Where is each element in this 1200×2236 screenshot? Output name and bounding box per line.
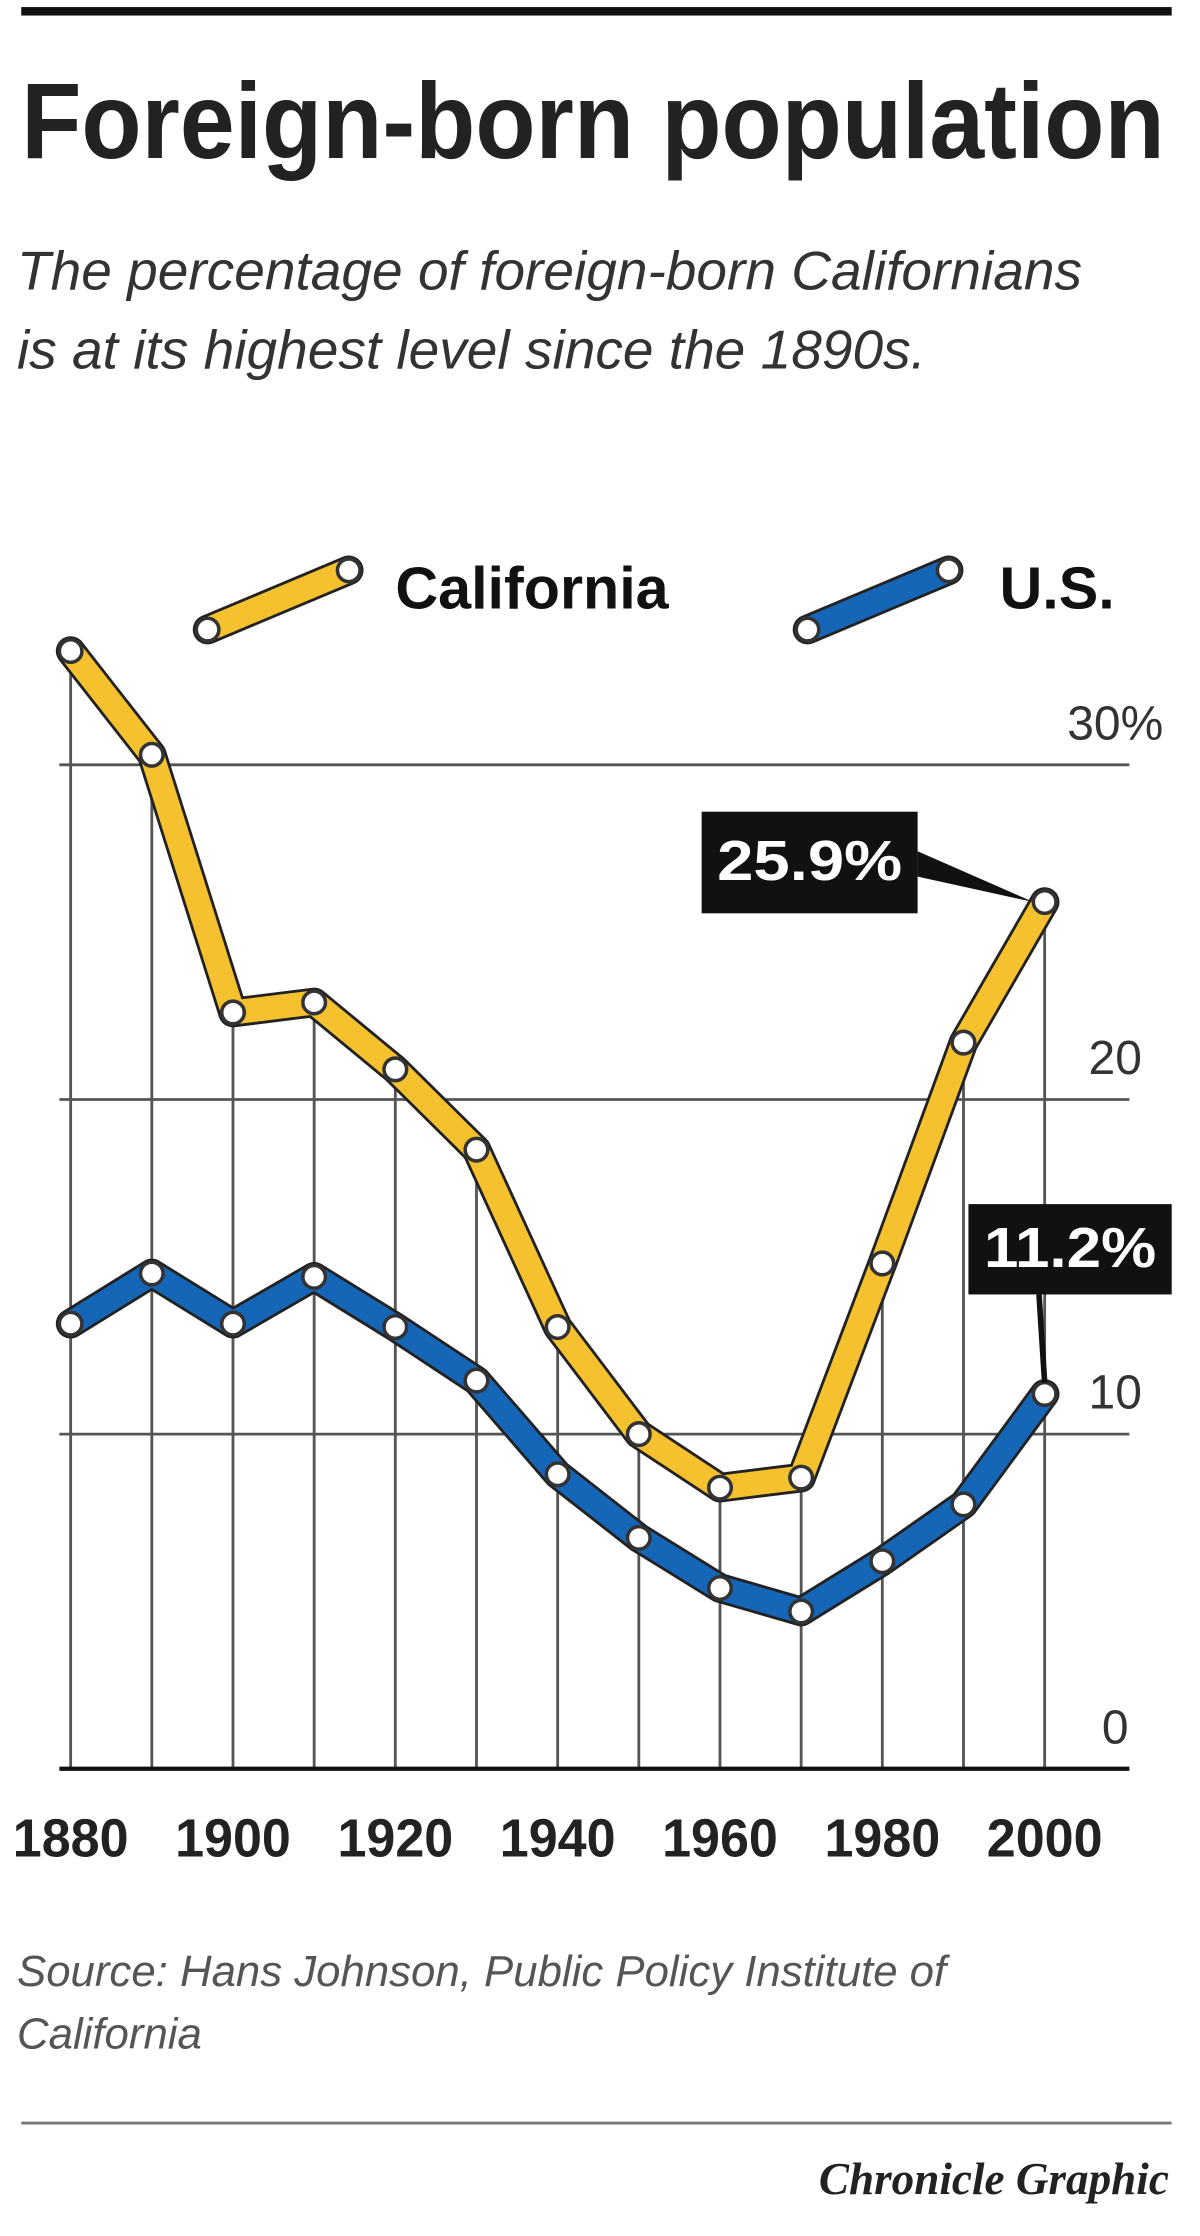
y-tick-label: 30% bbox=[1067, 697, 1163, 750]
callout-pointer bbox=[1036, 1294, 1048, 1383]
point bbox=[706, 1574, 734, 1602]
point bbox=[463, 1367, 490, 1394]
x-tick-label: 1900 bbox=[175, 1808, 291, 1868]
y-tick-label: 10 bbox=[1089, 1367, 1142, 1420]
y-tick-label: 0 bbox=[1102, 1701, 1129, 1754]
point bbox=[544, 1461, 571, 1488]
point bbox=[1031, 888, 1058, 916]
legend-label: California bbox=[395, 555, 669, 622]
chart-title: Foreign-born population bbox=[21, 61, 1164, 181]
callout-box bbox=[968, 1204, 1172, 1295]
legend-dot bbox=[935, 557, 962, 584]
point bbox=[382, 1313, 409, 1341]
point bbox=[219, 999, 247, 1026]
data-label: 25.9% bbox=[717, 829, 902, 892]
x-tick-label: 1980 bbox=[824, 1808, 940, 1868]
legend-dot bbox=[194, 616, 221, 643]
bottom-rule bbox=[21, 2121, 1172, 2125]
subtitle-box: The percentage of foreign-born Californi… bbox=[17, 241, 1083, 382]
chart-subtitle: The percentage of foreign-born Californi… bbox=[17, 241, 1083, 382]
point bbox=[544, 1313, 571, 1341]
x-tick-label: 1960 bbox=[662, 1808, 778, 1868]
point bbox=[788, 1598, 815, 1625]
point bbox=[138, 1260, 165, 1287]
point bbox=[219, 1310, 247, 1337]
legend-dot bbox=[794, 616, 821, 643]
point bbox=[706, 1474, 734, 1501]
x-tick-label: 1880 bbox=[13, 1808, 129, 1868]
point bbox=[950, 1029, 977, 1056]
y-tick-label: 20 bbox=[1089, 1032, 1142, 1085]
source-box: Source: Hans Johnson, Public Policy Inst… bbox=[17, 1946, 947, 2059]
callout-pointer bbox=[917, 851, 1034, 903]
point bbox=[950, 1491, 977, 1518]
point bbox=[382, 1056, 409, 1083]
point bbox=[301, 1263, 328, 1290]
point bbox=[788, 1464, 815, 1491]
legend-dot bbox=[335, 557, 362, 584]
point bbox=[869, 1548, 896, 1575]
point bbox=[869, 1250, 896, 1277]
x-tick-label: 1920 bbox=[337, 1808, 453, 1868]
point bbox=[1031, 1380, 1058, 1408]
credit: Chronicle Graphic bbox=[819, 2154, 1169, 2204]
callout-box bbox=[701, 811, 918, 914]
point bbox=[625, 1524, 652, 1551]
legend-swatch bbox=[195, 558, 361, 642]
point bbox=[301, 989, 328, 1016]
point bbox=[57, 1310, 84, 1337]
x-tick-label: 2000 bbox=[987, 1808, 1103, 1868]
data-label: 11.2% bbox=[984, 1216, 1156, 1279]
point bbox=[463, 1136, 490, 1163]
top-rule bbox=[21, 7, 1172, 16]
point bbox=[625, 1421, 652, 1448]
source: Source: Hans Johnson, Public Policy Inst… bbox=[17, 1946, 947, 2059]
x-tick-label: 1940 bbox=[500, 1808, 616, 1868]
legend-swatch bbox=[795, 558, 961, 642]
point bbox=[57, 638, 84, 665]
legend-label: U.S. bbox=[999, 555, 1114, 622]
point bbox=[138, 741, 165, 768]
